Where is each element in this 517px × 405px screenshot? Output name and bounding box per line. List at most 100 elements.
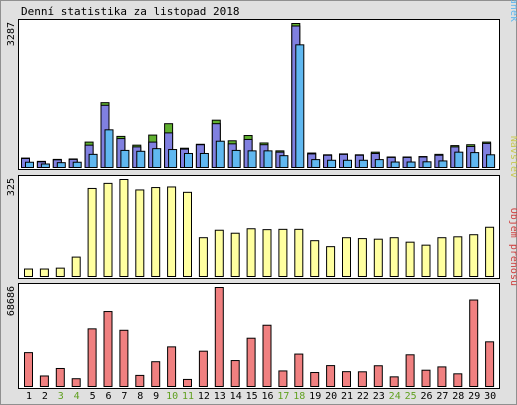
panel-bars bbox=[24, 287, 495, 388]
bar-middle-day-18 bbox=[294, 228, 304, 277]
bar-str-nek-day-18 bbox=[295, 44, 305, 169]
legend-top: Přístupů/Souborů/Stránek bbox=[508, 0, 517, 22]
bar-middle-day-7 bbox=[119, 179, 129, 277]
bar-middle-day-24 bbox=[389, 237, 399, 277]
x-tick-label-22: 22 bbox=[357, 391, 369, 402]
bar-bottom-day-23 bbox=[373, 365, 383, 388]
bar-bottom-day-18 bbox=[294, 353, 304, 388]
bar-str-nek-day-11 bbox=[184, 152, 193, 169]
bar-str-nek-day-10 bbox=[168, 149, 178, 168]
bar-middle-day-22 bbox=[357, 238, 367, 277]
bar-bottom-day-24 bbox=[389, 376, 399, 388]
x-tick-label-19: 19 bbox=[309, 391, 321, 402]
panel-middle: 325 Návštěv bbox=[6, 136, 517, 279]
bar-middle-day-5 bbox=[87, 187, 97, 277]
bar-bottom-day-2 bbox=[39, 375, 49, 388]
x-tick-label-13: 13 bbox=[214, 391, 226, 402]
bar-str-nek-day-2 bbox=[40, 163, 50, 169]
x-tick-label-29: 29 bbox=[468, 391, 480, 402]
bar-middle-day-8 bbox=[135, 189, 145, 277]
x-tick-label-25: 25 bbox=[405, 391, 417, 402]
bar-str-nek-day-21 bbox=[343, 159, 352, 169]
bar-middle-day-28 bbox=[453, 236, 463, 277]
bar-bottom-day-30 bbox=[485, 341, 495, 388]
panel-frame bbox=[18, 175, 500, 279]
bar-bottom-day-12 bbox=[198, 350, 208, 388]
panel-bottom: 68686 Objem přenosu bbox=[6, 208, 517, 389]
panel-top: 3287 Přístupů/Souborů/Stránek bbox=[6, 0, 517, 170]
x-tick-label-16: 16 bbox=[261, 391, 273, 402]
x-tick-label-10: 10 bbox=[166, 391, 178, 402]
panel-frame bbox=[18, 283, 500, 389]
y-max-label: 3287 bbox=[6, 22, 17, 46]
x-tick-label-17: 17 bbox=[277, 391, 289, 402]
bar-str-nek-day-9 bbox=[152, 148, 162, 169]
x-tick-label-1: 1 bbox=[26, 391, 32, 402]
x-tick-label-11: 11 bbox=[182, 391, 194, 402]
bar-bottom-day-1 bbox=[24, 352, 33, 388]
bar-str-nek-day-14 bbox=[231, 149, 241, 168]
bar-bottom-day-28 bbox=[453, 373, 463, 387]
bar-middle-day-13 bbox=[214, 229, 224, 278]
bar-middle-day-15 bbox=[246, 228, 256, 277]
bar-bottom-day-19 bbox=[310, 372, 320, 387]
bar-middle-day-27 bbox=[437, 237, 447, 277]
bar-bottom-day-14 bbox=[230, 360, 240, 387]
bar-str-nek-day-17 bbox=[279, 155, 289, 168]
x-tick-label-18: 18 bbox=[293, 391, 305, 402]
bar-middle-day-2 bbox=[39, 268, 49, 277]
panel-bars bbox=[24, 179, 495, 278]
bar-bottom-day-7 bbox=[119, 329, 129, 387]
x-tick-label-12: 12 bbox=[198, 391, 210, 402]
y-max-label: 68686 bbox=[6, 286, 17, 316]
bar-str-nek-day-15 bbox=[247, 150, 257, 168]
bar-bottom-day-9 bbox=[151, 361, 161, 388]
x-tick-label-8: 8 bbox=[137, 391, 143, 402]
bar-middle-day-26 bbox=[421, 244, 431, 278]
bar-str-nek-day-13 bbox=[215, 140, 225, 168]
bar-bottom-day-8 bbox=[135, 374, 145, 388]
y-max-label: 325 bbox=[6, 178, 17, 196]
bar-str-nek-day-5 bbox=[88, 153, 98, 168]
bar-middle-day-3 bbox=[55, 267, 65, 277]
bar-middle-day-12 bbox=[198, 237, 208, 277]
x-tick-label-3: 3 bbox=[58, 391, 64, 402]
bar-middle-day-29 bbox=[469, 234, 479, 277]
legend-bottom: Objem přenosu bbox=[508, 208, 517, 286]
x-tick-label-14: 14 bbox=[230, 391, 242, 402]
bar-middle-day-25 bbox=[405, 241, 415, 278]
bar-bottom-day-17 bbox=[278, 370, 288, 387]
bar-str-nek-day-1 bbox=[25, 161, 34, 168]
bar-middle-day-23 bbox=[373, 238, 383, 277]
bar-str-nek-day-22 bbox=[358, 159, 368, 169]
bar-middle-day-21 bbox=[342, 237, 351, 277]
chart-panels: 3287 Přístupů/Souborů/Stránek 325 Návštěv 68… bbox=[6, 0, 517, 389]
bar-middle-day-6 bbox=[103, 182, 113, 278]
bar-middle-day-10 bbox=[167, 186, 177, 277]
x-tick-label-26: 26 bbox=[420, 391, 432, 402]
bar-bottom-day-15 bbox=[246, 337, 256, 388]
bar-bottom-day-27 bbox=[437, 366, 447, 388]
bar-bottom-day-16 bbox=[262, 324, 272, 388]
x-tick-label-6: 6 bbox=[105, 391, 111, 402]
bar-bottom-day-3 bbox=[55, 367, 65, 387]
bar-bottom-day-20 bbox=[326, 365, 336, 388]
bar-bottom-day-11 bbox=[183, 378, 192, 388]
panel-bars bbox=[21, 23, 496, 169]
bar-bottom-day-29 bbox=[469, 299, 479, 388]
bar-str-nek-day-7 bbox=[120, 149, 130, 168]
bar-str-nek-day-24 bbox=[390, 161, 400, 168]
bar-middle-day-16 bbox=[262, 229, 272, 278]
bar-bottom-day-5 bbox=[87, 328, 97, 388]
bar-bottom-day-6 bbox=[103, 311, 113, 387]
x-tick-label-23: 23 bbox=[373, 391, 385, 402]
bar-str-nek-day-4 bbox=[72, 161, 82, 168]
x-tick-label-24: 24 bbox=[389, 391, 401, 402]
x-tick-label-4: 4 bbox=[74, 391, 80, 402]
bar-middle-day-11 bbox=[183, 191, 192, 277]
bar-str-nek-day-19 bbox=[311, 159, 321, 169]
legend-item: Objem přenosu bbox=[508, 208, 517, 286]
bar-bottom-day-26 bbox=[421, 369, 431, 387]
x-tick-label-20: 20 bbox=[325, 391, 337, 402]
